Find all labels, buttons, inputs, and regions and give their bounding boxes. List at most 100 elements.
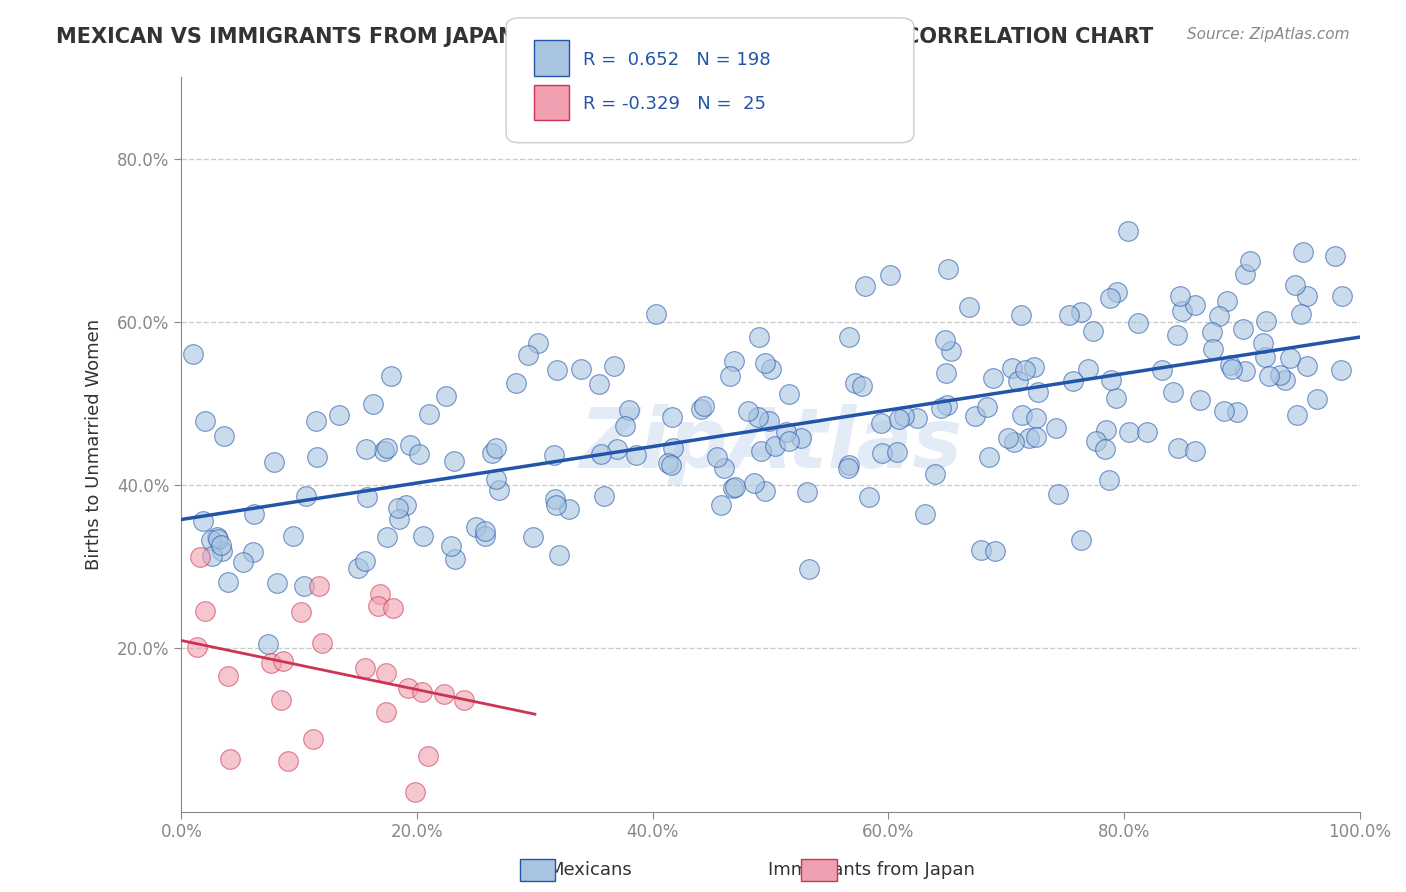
Point — [217, 669, 239, 683]
Point — [367, 599, 389, 614]
Point — [1189, 392, 1212, 407]
Point — [1184, 298, 1206, 312]
Point — [294, 489, 316, 503]
Point — [1161, 385, 1184, 400]
Point — [205, 530, 228, 544]
Point — [797, 562, 820, 576]
Point — [1070, 533, 1092, 547]
Point — [924, 467, 946, 482]
Point — [754, 356, 776, 370]
Point — [404, 785, 426, 799]
Point — [749, 444, 772, 458]
Point — [1057, 308, 1080, 322]
Point — [219, 752, 242, 766]
Point — [858, 490, 880, 504]
Point — [837, 460, 859, 475]
Point — [1331, 289, 1354, 303]
Point — [1306, 392, 1329, 406]
Point — [290, 606, 312, 620]
Point — [194, 604, 217, 618]
Point — [970, 543, 993, 558]
Point — [613, 418, 636, 433]
Point — [388, 512, 411, 526]
Point — [758, 414, 780, 428]
Point — [522, 530, 544, 544]
Point — [396, 681, 419, 696]
Point — [547, 548, 569, 562]
Point — [957, 300, 980, 314]
Point — [544, 499, 567, 513]
Point — [374, 705, 396, 719]
Point — [747, 330, 769, 344]
Point — [434, 389, 457, 403]
Point — [1094, 442, 1116, 456]
Point — [763, 439, 786, 453]
Point — [263, 455, 285, 469]
Point — [662, 441, 685, 455]
Point — [374, 666, 396, 681]
Point — [270, 692, 292, 706]
Point — [644, 307, 666, 321]
Point — [1233, 364, 1256, 378]
Point — [737, 404, 759, 418]
Point — [292, 579, 315, 593]
Point — [1168, 289, 1191, 303]
Point — [977, 450, 1000, 464]
Point — [485, 441, 508, 455]
Point — [869, 416, 891, 430]
Point — [354, 553, 377, 567]
Point — [488, 483, 510, 497]
Point — [1083, 324, 1105, 338]
Point — [1219, 358, 1241, 372]
Point — [1251, 335, 1274, 350]
Point — [347, 561, 370, 575]
Point — [308, 579, 330, 593]
Point — [217, 574, 239, 589]
Point — [893, 409, 915, 423]
Point — [444, 552, 467, 566]
Point — [929, 401, 952, 415]
Point — [838, 458, 860, 472]
Point — [242, 507, 264, 521]
Point — [1289, 307, 1312, 321]
Text: Immigrants from Japan: Immigrants from Japan — [768, 861, 976, 879]
Point — [474, 529, 496, 543]
Point — [558, 501, 581, 516]
Point — [775, 425, 797, 439]
Text: R =  0.652   N = 198: R = 0.652 N = 198 — [583, 51, 770, 69]
Point — [706, 450, 728, 464]
Point — [887, 412, 910, 426]
Point — [485, 472, 508, 486]
Point — [543, 449, 565, 463]
Point — [1284, 278, 1306, 293]
Point — [1010, 308, 1032, 322]
Point — [412, 529, 434, 543]
Point — [886, 444, 908, 458]
Point — [356, 490, 378, 504]
Point — [569, 361, 592, 376]
Point — [354, 442, 377, 457]
Point — [659, 458, 682, 472]
Point — [328, 408, 350, 422]
Point — [1018, 431, 1040, 445]
Point — [1118, 425, 1140, 439]
Point — [260, 656, 283, 670]
Point — [1296, 288, 1319, 302]
Point — [723, 354, 745, 368]
Point — [1256, 313, 1278, 327]
Point — [844, 376, 866, 390]
Point — [387, 500, 409, 515]
Point — [1062, 374, 1084, 388]
Text: MEXICAN VS IMMIGRANTS FROM JAPAN BIRTHS TO UNMARRIED WOMEN CORRELATION CHART: MEXICAN VS IMMIGRANTS FROM JAPAN BIRTHS … — [56, 27, 1153, 46]
Point — [1239, 253, 1261, 268]
Point — [1215, 294, 1237, 309]
Point — [1208, 309, 1230, 323]
Point — [591, 447, 613, 461]
Y-axis label: Births to Unmarried Women: Births to Unmarried Women — [86, 319, 103, 570]
Point — [778, 434, 800, 448]
Point — [935, 366, 957, 380]
Point — [411, 684, 433, 698]
Point — [302, 732, 325, 747]
Point — [527, 335, 550, 350]
Point — [281, 529, 304, 543]
